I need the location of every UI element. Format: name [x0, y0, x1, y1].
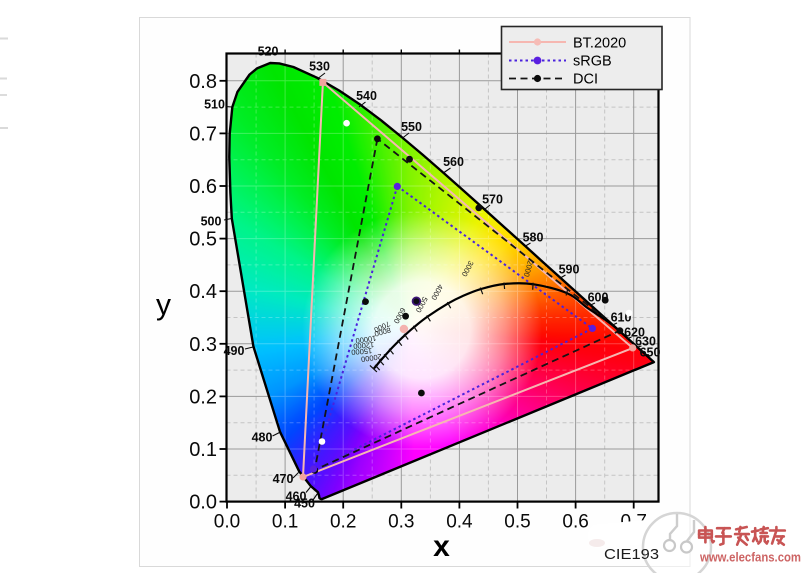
svg-text:8000: 8000	[373, 325, 391, 338]
svg-text:560: 560	[443, 155, 464, 169]
svg-text:x: x	[433, 530, 450, 563]
svg-text:10000: 10000	[355, 334, 377, 346]
svg-text:2000: 2000	[522, 259, 535, 277]
svg-text:650: 650	[640, 346, 661, 360]
svg-text:www.elecfans.com: www.elecfans.com	[699, 551, 801, 565]
svg-text:590: 590	[559, 263, 580, 277]
svg-text:y: y	[156, 289, 171, 322]
svg-text:0.7: 0.7	[189, 123, 217, 145]
svg-text:15000: 15000	[351, 346, 373, 357]
svg-text:0.3: 0.3	[388, 512, 414, 533]
svg-text:CIE193: CIE193	[604, 546, 659, 563]
svg-text:20000: 20000	[360, 352, 382, 364]
svg-text:0.4: 0.4	[446, 512, 473, 533]
svg-text:0.6: 0.6	[189, 176, 217, 198]
svg-text:0.2: 0.2	[189, 386, 217, 408]
svg-text:0.2: 0.2	[330, 512, 356, 533]
svg-text:0.5: 0.5	[504, 512, 530, 533]
svg-text:620: 620	[624, 326, 645, 340]
svg-text:0.0: 0.0	[189, 492, 217, 514]
svg-text:500: 500	[201, 215, 222, 229]
svg-text:0.3: 0.3	[189, 334, 217, 356]
svg-text:0.8: 0.8	[189, 71, 217, 93]
svg-text:550: 550	[401, 120, 422, 134]
svg-text:3000: 3000	[460, 259, 476, 278]
svg-text:480: 480	[252, 431, 273, 445]
svg-text:470: 470	[273, 472, 294, 486]
svg-text:460: 460	[286, 490, 307, 504]
svg-text:sRGB: sRGB	[573, 54, 612, 70]
svg-text:520: 520	[258, 45, 279, 59]
svg-text:BT.2020: BT.2020	[573, 36, 626, 52]
svg-text:540: 540	[356, 89, 377, 103]
svg-text:0.6: 0.6	[562, 512, 588, 533]
svg-text:4000: 4000	[429, 283, 445, 302]
svg-text:0.0: 0.0	[214, 512, 240, 533]
svg-text:0.5: 0.5	[189, 229, 217, 251]
svg-text:630: 630	[635, 335, 656, 349]
svg-text:580: 580	[523, 231, 544, 245]
svg-text:0.1: 0.1	[189, 439, 217, 461]
svg-text:0.1: 0.1	[272, 512, 298, 533]
svg-text:0.4: 0.4	[189, 281, 217, 303]
svg-text:530: 530	[309, 60, 330, 74]
svg-text:570: 570	[482, 193, 503, 207]
svg-text:450: 450	[294, 497, 315, 511]
svg-text:DCI: DCI	[573, 72, 598, 88]
svg-text:510: 510	[204, 98, 225, 112]
svg-text:490: 490	[224, 344, 245, 358]
svg-text:12000: 12000	[353, 340, 375, 351]
